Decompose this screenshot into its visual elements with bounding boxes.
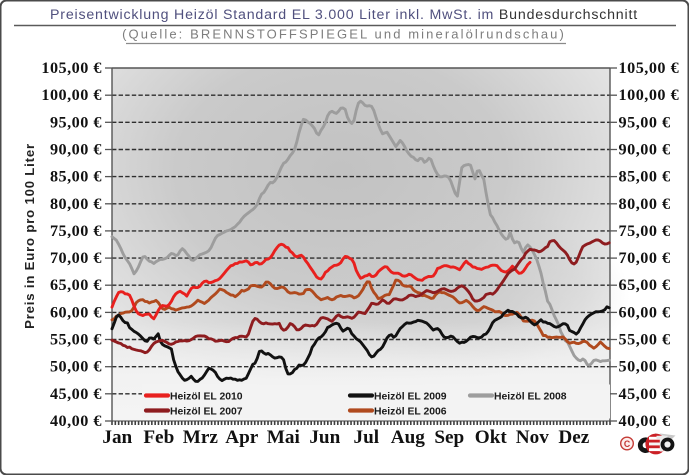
svg-text:80,00 €: 80,00 € xyxy=(50,195,102,213)
svg-text:75,00 €: 75,00 € xyxy=(619,222,671,240)
svg-text:50,00 €: 50,00 € xyxy=(50,358,102,376)
svg-text:45,00 €: 45,00 € xyxy=(50,385,102,403)
svg-text:Heizöl EL 2008: Heizöl EL 2008 xyxy=(494,391,567,402)
svg-text:C: C xyxy=(624,439,631,449)
svg-text:40,00 €: 40,00 € xyxy=(50,412,102,430)
svg-text:100,00 €: 100,00 € xyxy=(41,86,102,104)
svg-text:105,00 €: 105,00 € xyxy=(619,59,680,77)
svg-text:45,00 €: 45,00 € xyxy=(619,385,671,403)
svg-text:Heizöl EL 2006: Heizöl EL 2006 xyxy=(374,406,447,417)
svg-text:75,00 €: 75,00 € xyxy=(50,222,102,240)
svg-text:55,00 €: 55,00 € xyxy=(619,331,671,349)
svg-text:100,00 €: 100,00 € xyxy=(619,86,680,104)
svg-text:Heizöl EL 2007: Heizöl EL 2007 xyxy=(170,406,243,417)
svg-text:Dez: Dez xyxy=(558,427,589,448)
svg-text:Heizöl EL 2010: Heizöl EL 2010 xyxy=(170,391,243,402)
svg-text:Nov: Nov xyxy=(516,427,549,448)
svg-text:Preis in Euro pro 100 Liter: Preis in Euro pro 100 Liter xyxy=(22,143,37,329)
svg-text:85,00 €: 85,00 € xyxy=(50,168,102,186)
svg-text:Aug: Aug xyxy=(391,427,426,448)
svg-text:Mrz: Mrz xyxy=(183,427,219,448)
svg-text:Jul: Jul xyxy=(353,427,379,448)
svg-text:85,00 €: 85,00 € xyxy=(619,168,671,186)
svg-text:60,00 €: 60,00 € xyxy=(619,303,671,321)
svg-text:90,00 €: 90,00 € xyxy=(619,141,671,159)
svg-text:95,00 €: 95,00 € xyxy=(50,113,102,131)
svg-text:Okt: Okt xyxy=(475,427,508,448)
svg-text:Sep: Sep xyxy=(434,427,464,448)
svg-text:Heizöl EL 2009: Heizöl EL 2009 xyxy=(374,391,447,402)
svg-text:65,00 €: 65,00 € xyxy=(50,276,102,294)
svg-text:Jun: Jun xyxy=(309,427,340,448)
svg-text:Feb: Feb xyxy=(143,427,174,448)
svg-text:Preisentwicklung Heizöl Standa: Preisentwicklung Heizöl Standard EL 3.00… xyxy=(50,7,638,23)
svg-text:80,00 €: 80,00 € xyxy=(619,195,671,213)
svg-text:70,00 €: 70,00 € xyxy=(619,249,671,267)
svg-text:95,00 €: 95,00 € xyxy=(619,113,671,131)
svg-text:50,00 €: 50,00 € xyxy=(619,358,671,376)
svg-text:105,00 €: 105,00 € xyxy=(41,59,102,77)
svg-text:Apr: Apr xyxy=(225,427,259,448)
svg-text:Jan: Jan xyxy=(102,427,132,448)
svg-text:65,00 €: 65,00 € xyxy=(619,276,671,294)
svg-text:90,00 €: 90,00 € xyxy=(50,141,102,159)
svg-text:(Quelle: BRENNSTOFFSPIEGEL und: (Quelle: BRENNSTOFFSPIEGEL und mineralöl… xyxy=(122,27,566,42)
svg-text:Mai: Mai xyxy=(267,427,301,448)
svg-text:40,00 €: 40,00 € xyxy=(619,412,671,430)
svg-text:55,00 €: 55,00 € xyxy=(50,331,102,349)
svg-text:60,00 €: 60,00 € xyxy=(50,303,102,321)
svg-text:70,00 €: 70,00 € xyxy=(50,249,102,267)
